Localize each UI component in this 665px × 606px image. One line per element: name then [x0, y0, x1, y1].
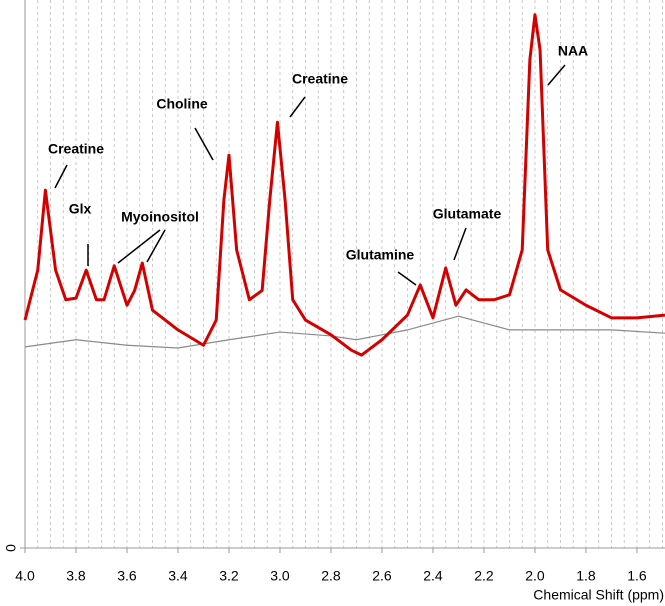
- x-tick-label: 3.8: [66, 568, 86, 584]
- line-series: [24, 315, 665, 349]
- annotation-pointer: [117, 229, 161, 264]
- x-tick-label: 1.8: [576, 568, 596, 584]
- y-tick-label: 0: [3, 544, 19, 552]
- annotation: Choline: [156, 96, 208, 112]
- x-tick-label: 2.0: [525, 568, 545, 584]
- x-axis-label: Chemical Shift (ppm): [533, 587, 664, 603]
- x-tick-label: 2.4: [423, 568, 443, 584]
- annotation-pointer: [194, 127, 214, 161]
- annotation-pointer: [397, 271, 417, 286]
- annotation: Glx: [69, 201, 92, 217]
- annotation-pointer: [289, 96, 306, 118]
- annotation: Creatine: [292, 71, 348, 87]
- x-tick-label: 3.2: [219, 568, 239, 584]
- annotation-pointer: [547, 64, 566, 86]
- x-tick-label: 1.6: [627, 568, 647, 584]
- annotation: Glutamate: [433, 206, 502, 222]
- x-tick-label: 2.6: [372, 568, 392, 584]
- annotation: Creatine: [48, 141, 104, 157]
- x-tick-label: 3.6: [117, 568, 137, 584]
- x-tick-label: 3.0: [270, 568, 290, 584]
- annotation-pointer: [146, 229, 166, 263]
- annotation: Myoinositol: [121, 209, 199, 225]
- annotation-pointer: [453, 227, 467, 261]
- annotation: NAA: [558, 43, 588, 59]
- line-series: [23, 13, 665, 357]
- x-tick-label: 2.2: [474, 568, 494, 584]
- x-tick-label: 3.4: [168, 568, 188, 584]
- annotation: Glutamine: [346, 247, 415, 263]
- x-tick-label: 4.0: [15, 568, 35, 584]
- x-tick-label: 2.8: [321, 568, 341, 584]
- annotation-pointer: [54, 164, 68, 189]
